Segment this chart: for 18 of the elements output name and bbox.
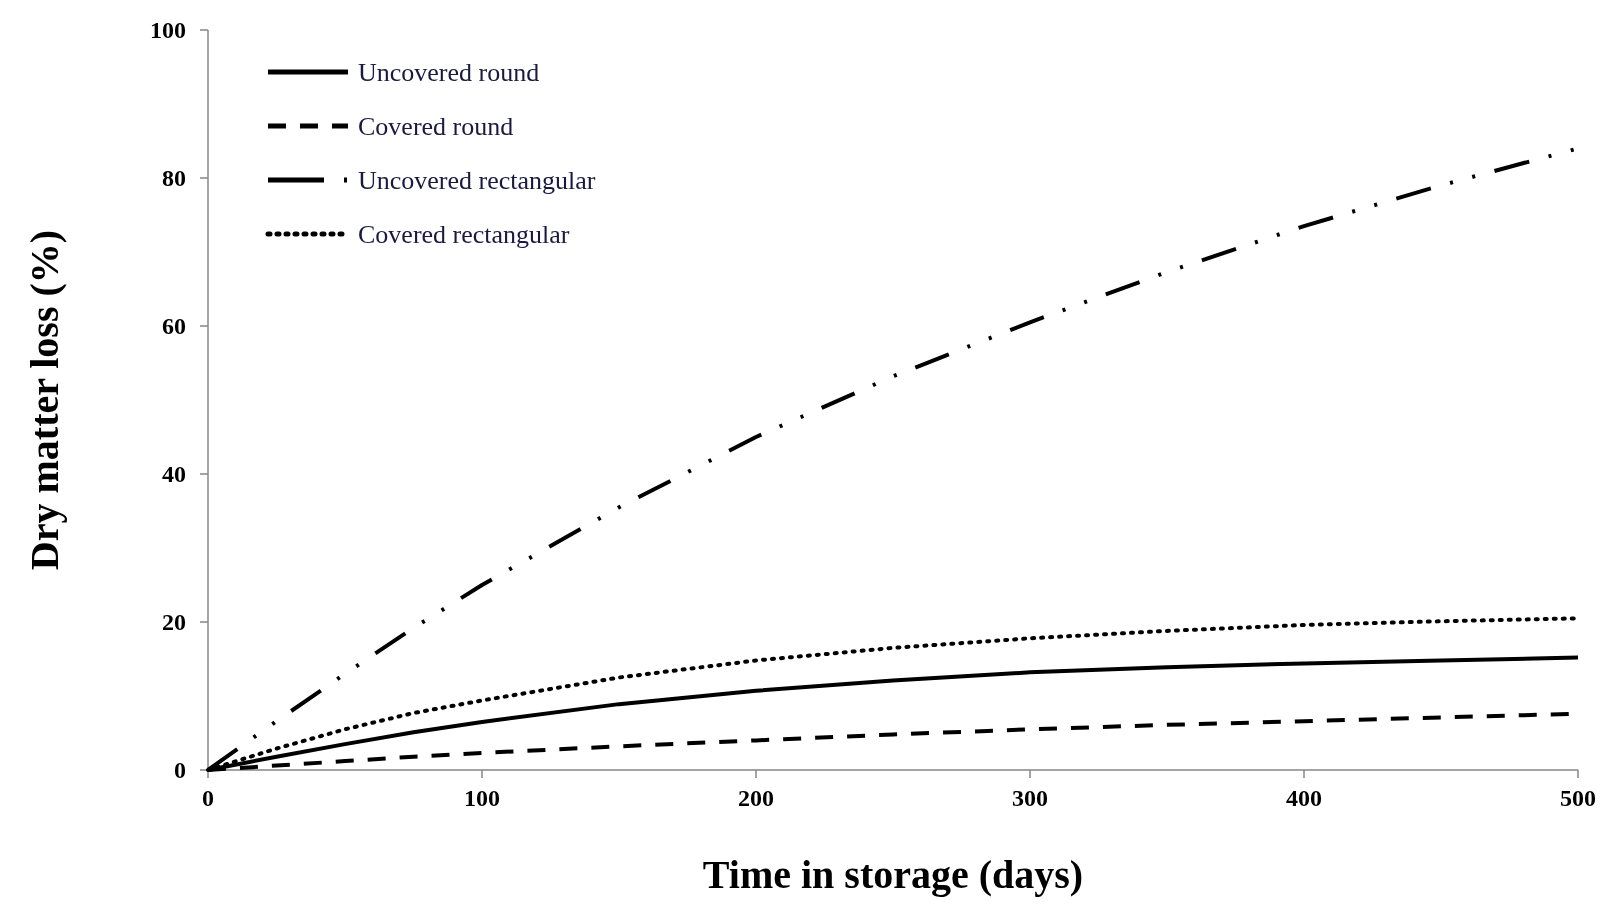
- x-tick-label: 200: [738, 785, 774, 811]
- legend-label: Covered round: [358, 112, 514, 142]
- x-tick-label: 300: [1012, 785, 1048, 811]
- legend-label: Covered rectangular: [358, 220, 570, 250]
- y-tick-label: 0: [174, 757, 186, 784]
- legend-label: Uncovered round: [358, 58, 540, 88]
- y-axis-title: Dry matter loss (%): [22, 229, 67, 571]
- x-tick-label: 400: [1286, 785, 1322, 811]
- y-tick-label: 60: [162, 313, 186, 340]
- x-tick-label: 500: [1560, 785, 1596, 811]
- y-tick-label: 20: [162, 609, 186, 636]
- y-tick-label: 100: [150, 17, 186, 44]
- x-tick-label: 0: [202, 785, 214, 811]
- x-axis-title: Time in storage (days): [702, 852, 1084, 897]
- y-tick-label: 40: [162, 461, 186, 488]
- y-tick-label: 80: [162, 165, 186, 192]
- x-tick-label: 100: [464, 785, 500, 811]
- legend-label: Uncovered rectangular: [358, 166, 596, 196]
